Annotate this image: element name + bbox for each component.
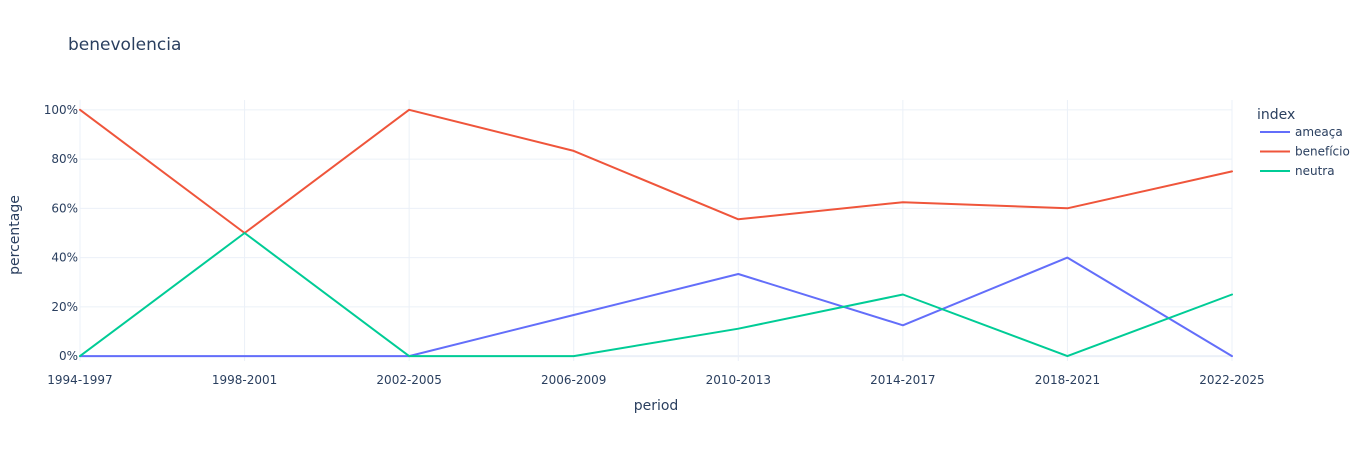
y-tick-label: 40% xyxy=(51,251,78,265)
x-tick-label: 2006-2009 xyxy=(541,373,606,387)
series-line-neutra xyxy=(79,232,1233,358)
y-tick-label: 60% xyxy=(51,201,78,215)
legend: index ameaça benefício neutra xyxy=(1257,107,1350,178)
grid-layer xyxy=(79,100,1233,361)
series-line-ameaça xyxy=(79,256,1233,358)
series-line-benefício xyxy=(79,108,1233,234)
x-tick-label: 1994-1997 xyxy=(47,373,112,387)
y-tick-label: 100% xyxy=(44,103,78,117)
x-tick-label: 1998-2001 xyxy=(212,373,277,387)
legend-label: ameaça xyxy=(1295,125,1343,139)
y-axis-ticks: 0% 20% 40% 60% 80% 100% xyxy=(44,103,78,363)
y-tick-label: 20% xyxy=(51,300,78,314)
x-tick-label: 2010-2013 xyxy=(706,373,771,387)
x-tick-label: 2002-2005 xyxy=(376,373,441,387)
y-tick-label: 0% xyxy=(59,349,78,363)
x-axis-ticks: 1994-1997 1998-2001 2002-2005 2006-2009 2010… xyxy=(47,373,1264,387)
legend-label: benefício xyxy=(1295,145,1350,159)
x-tick-label: 2014-2017 xyxy=(870,373,935,387)
x-axis-title: period xyxy=(634,398,679,414)
x-tick-label: 2022-2025 xyxy=(1199,373,1264,387)
series-layer xyxy=(79,108,1233,358)
chart-title: benevolencia xyxy=(68,35,181,55)
y-axis-title: percentage xyxy=(7,195,23,275)
y-tick-label: 80% xyxy=(51,152,78,166)
legend-label: neutra xyxy=(1295,164,1335,178)
legend-title: index xyxy=(1257,107,1295,123)
x-tick-label: 2018-2021 xyxy=(1035,373,1100,387)
